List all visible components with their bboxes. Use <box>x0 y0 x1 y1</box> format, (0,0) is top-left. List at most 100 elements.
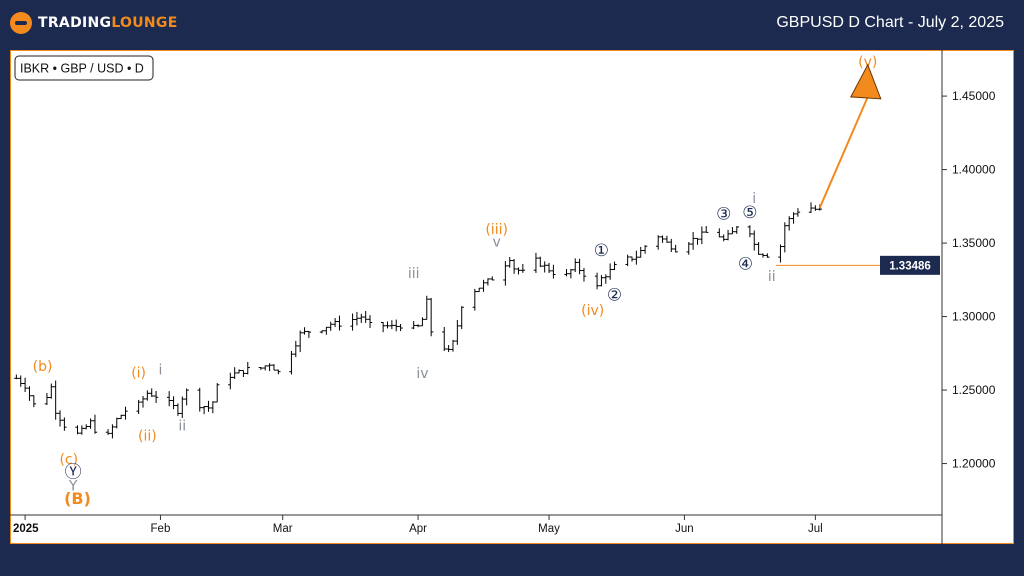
current-price-label: 1.33486 <box>776 255 940 275</box>
ohlc-bar <box>638 246 643 258</box>
wave-label: Ⓨ <box>65 462 82 482</box>
ohlc-bar <box>760 253 766 258</box>
ohlc-bar <box>734 226 739 234</box>
ohlc-bar <box>538 256 543 267</box>
ohlc-bar <box>442 327 447 352</box>
ohlc-bar <box>603 274 609 284</box>
ohlc-bar <box>180 396 185 418</box>
wave-label: (b) <box>33 359 53 375</box>
ohlc-bar <box>31 395 37 408</box>
ohlc-bar <box>145 390 150 401</box>
wave-label: ① <box>594 241 609 261</box>
ohlc-bar <box>118 414 124 420</box>
ohlc-bar <box>75 425 80 435</box>
ohlc-bar <box>354 311 360 326</box>
y-tick-label: 1.25000 <box>952 383 996 397</box>
ohlc-bar <box>241 369 246 377</box>
ohlc-bar <box>533 252 539 273</box>
wave-label: (iii) <box>485 222 508 238</box>
ohlc-bar <box>551 264 556 279</box>
ohlc-bar <box>690 232 696 250</box>
ohlc-bar <box>778 244 783 263</box>
ohlc-bar <box>258 367 264 370</box>
ohlc-bar <box>84 424 89 430</box>
ohlc-bar <box>612 261 617 271</box>
ohlc-bar <box>271 364 277 371</box>
ohlc-bar <box>542 261 547 273</box>
ohlc-bar <box>171 396 176 410</box>
ohlc-bar <box>389 320 395 330</box>
ohlc-bar <box>481 279 486 292</box>
ohlc-bar <box>184 388 189 406</box>
y-tick-label: 1.35000 <box>952 236 996 250</box>
wave-label: (ii) <box>138 429 157 445</box>
chart-axes: 1.20000 1.25000 1.30000 1.35000 1.40000 1.450… <box>10 50 996 544</box>
y-tick-label: 1.20000 <box>952 457 996 471</box>
ohlc-bar <box>79 425 85 435</box>
ohlc-bar <box>507 256 512 268</box>
ohlc-bar <box>424 295 429 320</box>
ohlc-bar <box>114 417 119 429</box>
wave-label: ii <box>768 269 776 285</box>
ohlc-bar <box>92 414 98 434</box>
y-tick-label: 1.40000 <box>952 163 996 177</box>
ohlc-bar <box>319 330 325 334</box>
ohlc-bar <box>699 226 705 245</box>
ohlc-bar <box>747 225 753 238</box>
ohlc-bar <box>786 216 792 231</box>
wave-label: (iv) <box>581 303 604 319</box>
ohlc-bar <box>695 237 700 245</box>
ohlc-bar <box>686 242 691 255</box>
ohlc-bar <box>573 258 578 272</box>
ohlc-bar <box>324 326 329 335</box>
x-tick-label: Jul <box>808 523 823 535</box>
ohlc-bar <box>27 386 32 401</box>
ohlc-bar <box>634 250 639 265</box>
projection-line <box>818 96 869 209</box>
x-tick-label: Jun <box>675 523 694 535</box>
x-tick-label: Apr <box>409 523 427 535</box>
price-chart[interactable]: 1.20000 1.25000 1.30000 1.35000 1.40000 1.450… <box>10 50 1014 544</box>
wave-label: i <box>159 362 163 378</box>
logo-icon <box>10 12 32 34</box>
ohlc-bar <box>411 321 416 330</box>
ohlc-bar <box>44 393 50 405</box>
ohlc-bar <box>655 235 661 250</box>
ohlc-bar <box>380 322 386 333</box>
ohlc-bar <box>359 313 364 323</box>
ohlc-bar <box>267 363 272 372</box>
ohlc-bar <box>394 319 399 332</box>
ohlc-bar <box>350 313 355 331</box>
ohlc-bar <box>577 258 582 275</box>
ohlc-bar <box>263 365 268 371</box>
ohlc-bar <box>765 253 770 258</box>
chart-title: GBPUSD D Chart - July 2, 2025 <box>776 14 1004 31</box>
wave-label: ⑤ <box>742 203 757 223</box>
wave-label: ④ <box>738 254 753 274</box>
logo-text-accent: LOUNGE <box>111 15 178 31</box>
ohlc-bar <box>730 227 735 235</box>
wave-label: ii <box>178 418 186 434</box>
ohlc-bar <box>581 267 587 282</box>
ohlc-bar <box>660 235 665 243</box>
ohlc-bar <box>642 245 648 254</box>
wave-label: i <box>752 191 756 207</box>
ohlc-bar <box>166 391 172 407</box>
logo-text-main: TRADING <box>38 15 112 31</box>
ohlc-bar <box>276 369 281 375</box>
wave-label: (i) <box>131 365 146 381</box>
ohlc-bars <box>14 202 822 439</box>
x-tick-label: Feb <box>151 523 171 535</box>
ohlc-bar <box>808 202 814 213</box>
projection-arrowhead <box>849 63 882 100</box>
ohlc-bar <box>725 229 731 241</box>
projection <box>818 63 882 209</box>
ohlc-bar <box>18 375 23 387</box>
ohlc-bar <box>385 321 390 329</box>
ohlc-bar <box>398 324 403 332</box>
wave-label: (c) <box>59 452 78 468</box>
ohlc-bar <box>415 324 421 328</box>
current-price-value: 1.33486 <box>889 260 931 272</box>
ohlc-bar <box>123 406 128 420</box>
ohlc-bar <box>455 319 460 345</box>
